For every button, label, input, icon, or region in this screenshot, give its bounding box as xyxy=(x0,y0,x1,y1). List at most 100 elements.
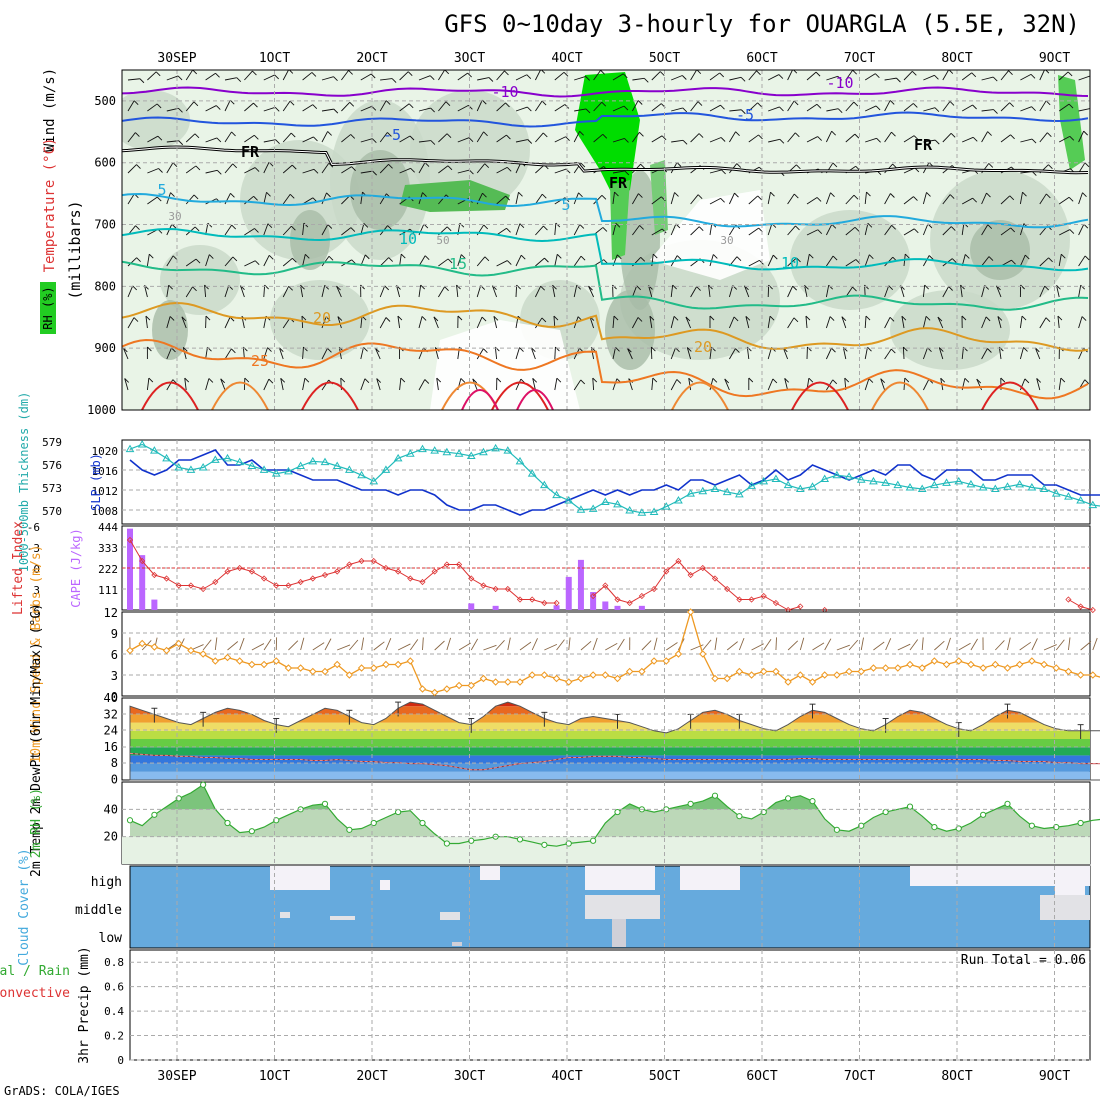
wind-barb xyxy=(685,316,691,322)
wind-barb xyxy=(1068,103,1074,109)
cloud-high xyxy=(300,866,320,876)
rh2m-marker xyxy=(980,811,987,818)
wind-barb xyxy=(311,72,317,77)
wind-barb xyxy=(972,197,978,203)
li-label: Lifted Index xyxy=(11,521,26,615)
wind-barb xyxy=(379,317,387,329)
wind-barb xyxy=(709,104,721,112)
wind10m-barb xyxy=(763,638,772,651)
wind-barb xyxy=(264,284,269,290)
wind-barb xyxy=(263,284,266,298)
wind-barb xyxy=(787,225,796,236)
wind-barb xyxy=(690,194,699,205)
wind-barb xyxy=(267,347,272,352)
wind-barb xyxy=(376,378,382,383)
wind-barb xyxy=(688,378,692,391)
li-marker xyxy=(638,592,645,600)
wind-barb xyxy=(573,131,581,143)
li-marker xyxy=(480,582,487,589)
wind10m-marker xyxy=(162,646,171,655)
precip-label: 3hr Precip (mm) xyxy=(77,946,92,1063)
wind-barb xyxy=(515,284,518,298)
wind-barb xyxy=(1011,259,1016,265)
wind-barb xyxy=(208,254,214,259)
wind10m-barb xyxy=(1007,637,1011,651)
wind10m-barb xyxy=(994,640,1005,651)
wind10m-marker xyxy=(918,664,926,672)
thickness-marker xyxy=(491,443,500,452)
wind-barb xyxy=(1000,377,1006,383)
wind-barb xyxy=(934,74,939,80)
wind-barb xyxy=(155,71,161,77)
wind-barb xyxy=(992,76,998,82)
wind-barb xyxy=(741,109,746,115)
wind-barb xyxy=(1057,316,1060,329)
wind10m-marker xyxy=(321,667,329,676)
wind-barb xyxy=(938,347,944,360)
wind-barb xyxy=(418,75,431,81)
wind-barb xyxy=(166,162,174,174)
rh-shade-dark xyxy=(970,220,1030,280)
wind-barb xyxy=(1078,75,1090,81)
wind-barb xyxy=(648,285,653,298)
wind10m-marker xyxy=(126,646,134,655)
wind-barb xyxy=(768,138,780,143)
li-marker xyxy=(553,599,560,607)
wind-barb xyxy=(1090,109,1094,113)
wind-barb xyxy=(784,378,790,383)
wind-barb xyxy=(825,347,832,360)
upper-rh-label: RH (%) xyxy=(41,286,55,329)
wind-barb xyxy=(696,286,701,291)
wind-barb xyxy=(865,137,877,143)
wind-barb xyxy=(793,70,798,74)
wind-barb xyxy=(304,253,310,259)
precip-tick: 0.6 xyxy=(104,981,124,994)
wind-barb xyxy=(676,379,682,384)
wind-barb xyxy=(709,315,715,321)
wind-barb xyxy=(573,255,582,267)
thickness-marker xyxy=(527,469,537,477)
wind-barb xyxy=(904,253,910,259)
wind-barb xyxy=(796,257,801,263)
wind-barb xyxy=(884,225,893,236)
cloud-level: high xyxy=(91,875,122,890)
wind-barb xyxy=(601,101,607,107)
wind-barb xyxy=(288,285,293,291)
wind-barb xyxy=(384,285,390,291)
wind-barb xyxy=(1078,108,1090,112)
wind-barb xyxy=(282,194,291,205)
x-tick-top: 3OCT xyxy=(454,51,485,66)
wind-barb xyxy=(1010,134,1015,140)
wind-barb xyxy=(923,255,930,267)
wind-barb xyxy=(631,285,638,298)
wind10m-marker xyxy=(686,608,695,616)
wind-barb xyxy=(185,101,195,112)
rh2m-marker xyxy=(200,781,207,788)
li-marker xyxy=(748,596,755,603)
wind-barb xyxy=(948,286,953,291)
wind-barb xyxy=(769,315,775,321)
wind-barb xyxy=(612,105,625,112)
rh2m-marker xyxy=(224,819,231,827)
wind-barb xyxy=(842,347,847,360)
rh2m-panel: 40 20 2m RH (%) xyxy=(29,781,1100,865)
wind-barb xyxy=(889,100,895,105)
wind-barb xyxy=(224,348,232,360)
wind-barb xyxy=(379,100,387,112)
chart-title: GFS 0~10day 3-hourly for OUARGLA (5.5E, … xyxy=(444,10,1080,38)
wind-barb xyxy=(303,222,309,228)
li-marker xyxy=(395,568,402,575)
thickness-tick: 576 xyxy=(42,459,62,472)
li-marker xyxy=(699,564,706,572)
wind-barb xyxy=(282,257,293,267)
wind-barb xyxy=(815,71,821,77)
wind-barb xyxy=(733,316,739,322)
wind-barb xyxy=(612,170,625,174)
wind10m-marker xyxy=(857,667,865,676)
wind-barb xyxy=(845,133,856,143)
contour-label: -10 xyxy=(826,74,853,92)
wind-barb xyxy=(291,164,297,170)
wind-barb xyxy=(709,137,722,143)
wind-barb xyxy=(1060,377,1066,383)
wind-barb xyxy=(888,285,894,291)
